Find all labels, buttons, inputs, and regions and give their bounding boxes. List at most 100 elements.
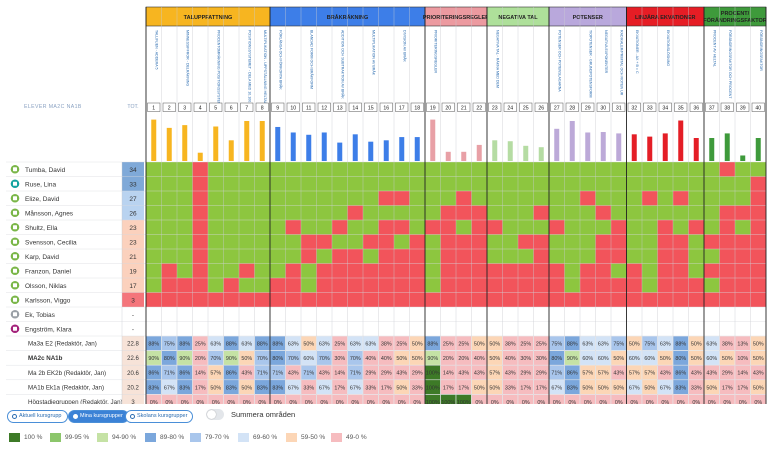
result-cell bbox=[254, 234, 270, 249]
result-cell bbox=[146, 307, 162, 322]
group-percent: 50% bbox=[582, 385, 593, 391]
question-number-box[interactable] bbox=[627, 102, 641, 112]
question-number-box[interactable] bbox=[472, 102, 486, 112]
question-number-box[interactable] bbox=[534, 102, 548, 112]
question-number-box[interactable] bbox=[333, 102, 347, 112]
result-cell bbox=[719, 292, 735, 307]
result-cell bbox=[394, 191, 410, 206]
result-cell bbox=[471, 249, 487, 264]
group-percent: 50% bbox=[412, 356, 423, 362]
question-number-box[interactable] bbox=[224, 102, 238, 112]
result-cell bbox=[301, 220, 317, 235]
question-label: POSITIONSSYSTEMET - DELA MED 10,100,1000 bbox=[247, 30, 251, 111]
group-percent: 63% bbox=[660, 342, 671, 348]
question-number-box[interactable] bbox=[317, 102, 331, 112]
question-number-box[interactable] bbox=[193, 102, 207, 112]
question-number-box[interactable] bbox=[565, 102, 579, 112]
student-total: 19 bbox=[129, 268, 137, 275]
result-cell bbox=[750, 234, 766, 249]
question-number-box[interactable] bbox=[674, 102, 688, 112]
question-number-box[interactable] bbox=[658, 102, 672, 112]
group-percent: 40% bbox=[474, 356, 485, 362]
legend-label: 94-90 % bbox=[112, 434, 137, 441]
filter-current-group[interactable]: Aktuell kursgrupp bbox=[7, 410, 68, 423]
question-number-box[interactable] bbox=[751, 102, 765, 112]
filter-school-groups[interactable]: Skolans kursgrupper bbox=[125, 410, 194, 423]
group-percent: 0% bbox=[646, 400, 654, 404]
result-cell bbox=[208, 321, 224, 336]
result-cell bbox=[192, 292, 208, 307]
filter-my-groups[interactable]: Mina kursgrupper bbox=[68, 410, 129, 423]
question-number-box[interactable] bbox=[302, 102, 316, 112]
question-number-box[interactable] bbox=[441, 102, 455, 112]
question-number-box[interactable] bbox=[705, 102, 719, 112]
question-number-box[interactable] bbox=[255, 102, 269, 112]
question-number-box[interactable] bbox=[581, 102, 595, 112]
student-total-cell bbox=[122, 292, 144, 307]
question-number-box[interactable] bbox=[503, 102, 517, 112]
result-cell bbox=[223, 292, 239, 307]
question-number-box[interactable] bbox=[395, 102, 409, 112]
question-number-box[interactable] bbox=[364, 102, 378, 112]
question-number-box[interactable] bbox=[596, 102, 610, 112]
question-number-box[interactable] bbox=[689, 102, 703, 112]
result-cell bbox=[456, 307, 472, 322]
question-number-box[interactable] bbox=[457, 102, 471, 112]
question-number: 5 bbox=[214, 106, 217, 112]
result-cell bbox=[673, 321, 689, 336]
result-cell bbox=[626, 191, 642, 206]
result-cell bbox=[440, 263, 456, 278]
question-number-box[interactable] bbox=[379, 102, 393, 112]
question-number-box[interactable] bbox=[286, 102, 300, 112]
question-number-box[interactable] bbox=[410, 102, 424, 112]
group-percent: 63% bbox=[582, 342, 593, 348]
question-number-box[interactable] bbox=[147, 102, 161, 112]
result-cell bbox=[595, 205, 611, 220]
result-cell bbox=[673, 278, 689, 293]
question-number-box[interactable] bbox=[240, 102, 254, 112]
result-cell bbox=[177, 292, 193, 307]
question-number-box[interactable] bbox=[162, 102, 176, 112]
group-percent: 17% bbox=[520, 385, 531, 391]
question-number-box[interactable] bbox=[550, 102, 564, 112]
group-percent: 0% bbox=[739, 400, 747, 404]
result-cell bbox=[533, 162, 549, 177]
result-cell bbox=[735, 162, 751, 177]
group-percent: 33% bbox=[303, 385, 314, 391]
result-cell bbox=[502, 321, 518, 336]
question-number-box[interactable] bbox=[209, 102, 223, 112]
student-total-cell bbox=[122, 205, 144, 220]
student-name: Karlsson, Viggo bbox=[25, 297, 71, 304]
summarize-areas-toggle[interactable] bbox=[206, 409, 224, 420]
group-percent: 0% bbox=[491, 400, 499, 404]
question-number-box[interactable] bbox=[488, 102, 502, 112]
result-cell bbox=[642, 162, 658, 177]
question-number: 37 bbox=[709, 106, 715, 112]
result-cell bbox=[471, 278, 487, 293]
group-total: 20.6 bbox=[127, 371, 139, 377]
result-cell bbox=[673, 220, 689, 235]
group-percent: 33% bbox=[505, 385, 516, 391]
question-number: 29 bbox=[585, 106, 591, 112]
group-percent: 70% bbox=[350, 356, 361, 362]
group-name: Ma3a E2 (Redaktör, Jan) bbox=[28, 341, 97, 348]
question-number-box[interactable] bbox=[643, 102, 657, 112]
group-percent: 57% bbox=[582, 371, 593, 377]
question-number-box[interactable] bbox=[348, 102, 362, 112]
result-cell bbox=[456, 176, 472, 191]
question-number-box[interactable] bbox=[271, 102, 285, 112]
question-number-box[interactable] bbox=[612, 102, 626, 112]
question-number-box[interactable] bbox=[519, 102, 533, 112]
result-cell bbox=[192, 191, 208, 206]
result-cell bbox=[688, 220, 704, 235]
result-cell bbox=[223, 176, 239, 191]
question-label: POTENSER OCH POTENSLAGARNA bbox=[557, 30, 561, 92]
question-number-box[interactable] bbox=[178, 102, 192, 112]
result-cell bbox=[657, 307, 673, 322]
question-number-box[interactable] bbox=[426, 102, 440, 112]
result-cell bbox=[347, 220, 363, 235]
question-number-box[interactable] bbox=[720, 102, 734, 112]
question-number-box[interactable] bbox=[736, 102, 750, 112]
result-cell bbox=[735, 234, 751, 249]
result-cell bbox=[487, 307, 503, 322]
